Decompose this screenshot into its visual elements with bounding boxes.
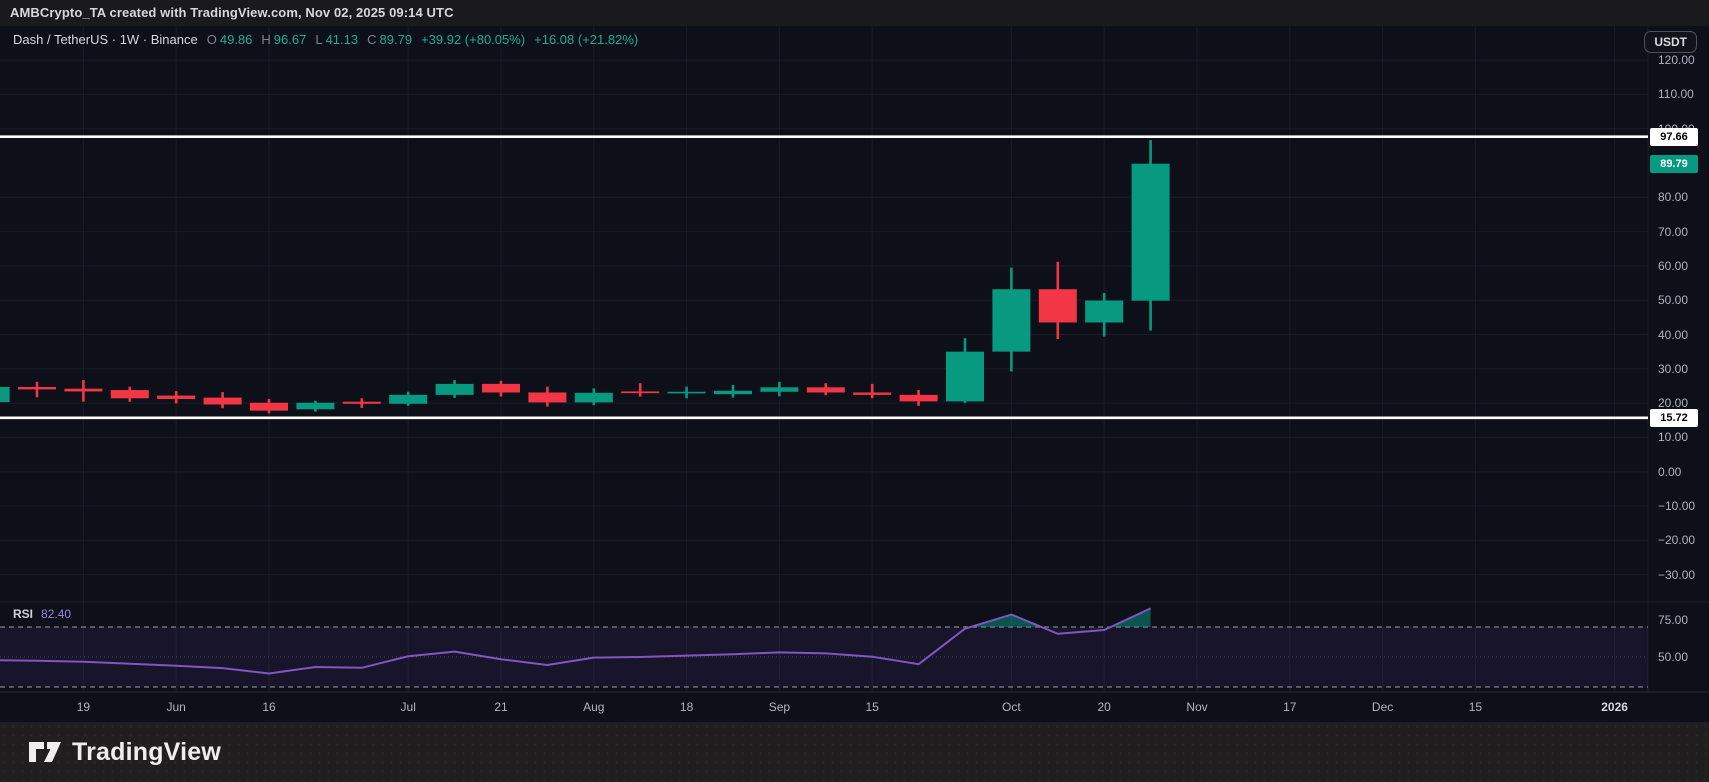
- change-weekly: +39.92 (+80.05%): [421, 32, 526, 47]
- time-tick-label: 19: [76, 700, 91, 714]
- ohlc-open: O 49.86: [206, 32, 253, 47]
- currency-toggle-button[interactable]: USDT: [1644, 31, 1697, 53]
- candle-body: [760, 387, 799, 392]
- candle-body: [342, 401, 381, 404]
- candle-body: [110, 390, 149, 399]
- candle-body: [64, 388, 103, 392]
- price-tick-label: 40.00: [1658, 327, 1689, 342]
- candle-body: [482, 383, 520, 393]
- ohlc-high: H 96.67: [261, 32, 307, 47]
- candle-body: [528, 392, 567, 403]
- candle-body: [157, 395, 196, 399]
- last-price-badge: 89.79: [1650, 154, 1698, 173]
- time-tick-label: 20: [1097, 700, 1111, 714]
- candle-body: [714, 390, 752, 395]
- symbol-title[interactable]: Dash / TetherUS · 1W · Binance: [13, 32, 198, 47]
- price-tick-label: 70.00: [1658, 224, 1689, 239]
- candle-body: [18, 386, 56, 390]
- price-tick-label: 30.00: [1658, 361, 1689, 376]
- rsi-tick-label: 75.00: [1658, 612, 1689, 627]
- time-axis[interactable]: 19 Jun 16 Jul 21 Aug 18 Sep 15 Oct 20 Nov 17 Dec 15 202…: [0, 692, 1709, 722]
- change-secondary: +16.08 (+21.82%): [534, 32, 639, 47]
- time-tick-label: 18: [679, 700, 694, 714]
- time-tick-label: 2026: [1601, 700, 1628, 714]
- tradingview-logo-icon: [29, 742, 61, 762]
- time-tick-label: 21: [494, 700, 508, 714]
- time-tick-label: Sep: [768, 700, 791, 714]
- time-tick-label: 17: [1283, 700, 1297, 714]
- candle-body: [946, 351, 984, 402]
- time-tick-label: Dec: [1371, 700, 1394, 714]
- tradingview-link[interactable]: TradingView: [28, 737, 221, 767]
- hline-price-badge: 97.66: [1650, 127, 1698, 146]
- rsi-tick-label: 50.00: [1658, 650, 1689, 664]
- candle-body: [0, 386, 10, 403]
- time-tick-label: Jul: [400, 700, 416, 714]
- time-tick-label: 15: [865, 700, 879, 714]
- footer-bar: TradingView: [0, 722, 1709, 782]
- rsi-title: RSI: [13, 607, 34, 621]
- candle-body: [1085, 300, 1124, 323]
- candle-body: [899, 394, 938, 402]
- candle-body: [435, 383, 474, 395]
- rsi-indicator-legend[interactable]: RSI 82.40: [13, 607, 71, 621]
- time-tick-label: Aug: [583, 700, 605, 714]
- candle-body: [992, 289, 1031, 352]
- price-tick-label: −10.00: [1658, 499, 1696, 513]
- time-tick-label: 15: [1468, 700, 1483, 714]
- candle-body: [853, 392, 892, 395]
- chart-pane[interactable]: [0, 26, 1709, 722]
- candle-body: [1038, 289, 1077, 323]
- rsi-band: [0, 627, 1648, 687]
- candle-body: [667, 391, 706, 394]
- price-tick-label: 80.00: [1658, 190, 1689, 205]
- attribution-bar: AMBCrypto_TA created with TradingView.co…: [0, 0, 1709, 26]
- attribution-text: AMBCrypto_TA created with TradingView.co…: [10, 5, 454, 20]
- time-tick-label: Nov: [1186, 700, 1208, 714]
- price-tick-label: 10.00: [1658, 430, 1689, 445]
- hline-price-badge: 15.72: [1650, 408, 1698, 427]
- price-axis[interactable]: 97.66 15.72 89.79 120.00110.00100.0080.0…: [1648, 26, 1709, 692]
- candle-body: [1131, 163, 1170, 301]
- candle-body: [621, 391, 660, 394]
- rsi-value: 82.40: [41, 607, 72, 621]
- time-tick-label: Oct: [1002, 700, 1021, 714]
- price-tick-label: −30.00: [1658, 567, 1696, 582]
- ohlc-close: C 89.79: [367, 32, 413, 47]
- candle-body: [296, 402, 335, 410]
- rsi-line: [0, 607, 1152, 675]
- candle-body: [574, 392, 613, 403]
- price-tick-label: 120.00: [1658, 53, 1695, 68]
- price-tick-label: −20.00: [1658, 533, 1696, 548]
- rsi-overbought-fill: [970, 614, 1042, 627]
- time-tick-label: 16: [262, 700, 276, 714]
- time-tick-label: Jun: [166, 700, 186, 714]
- candle-body: [806, 387, 845, 393]
- candle-body: [203, 397, 242, 405]
- candle-body: [250, 402, 288, 411]
- price-tick-label: 20.00: [1658, 396, 1689, 411]
- price-tick-label: 60.00: [1658, 258, 1689, 273]
- price-tick-label: 50.00: [1658, 293, 1689, 308]
- price-tick-label: 110.00: [1658, 87, 1694, 102]
- ohlc-low: L 41.13: [315, 32, 359, 47]
- price-tick-label: 0.00: [1658, 464, 1682, 479]
- tradingview-wordmark: TradingView: [72, 737, 222, 766]
- candle-body: [389, 394, 428, 404]
